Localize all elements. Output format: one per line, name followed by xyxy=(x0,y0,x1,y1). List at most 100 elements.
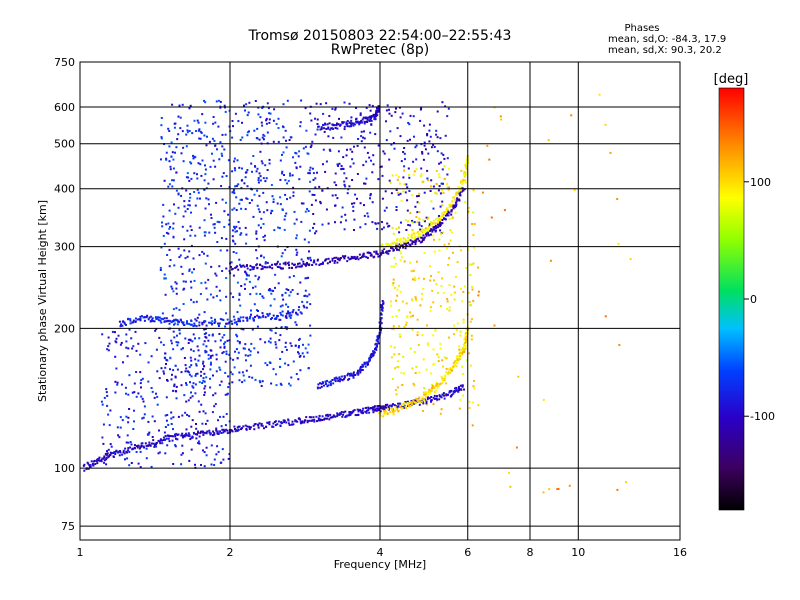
echo-point xyxy=(249,264,252,267)
echo-point xyxy=(375,343,378,346)
echo-point xyxy=(305,129,308,132)
echo-point xyxy=(320,385,323,388)
echo-point xyxy=(103,461,105,464)
echo-point xyxy=(261,107,264,109)
echo-point xyxy=(266,313,269,316)
echo-point xyxy=(297,378,300,381)
echo-point xyxy=(163,242,166,245)
echo-point xyxy=(455,328,458,331)
echo-point xyxy=(190,448,193,451)
echo-point xyxy=(298,417,301,420)
echo-point xyxy=(314,133,317,136)
echo-point xyxy=(446,186,449,189)
echo-point xyxy=(452,365,455,368)
echo-point xyxy=(208,431,211,434)
echo-point xyxy=(435,133,438,136)
echo-point xyxy=(457,359,460,362)
echo-point xyxy=(363,122,366,125)
echo-point xyxy=(225,350,228,353)
echo-point xyxy=(236,159,239,162)
echo-point xyxy=(246,185,249,188)
echo-point xyxy=(446,157,449,160)
echo-point xyxy=(379,329,382,332)
echo-point xyxy=(373,117,376,120)
echo-point xyxy=(284,341,287,344)
echo-point xyxy=(147,433,149,436)
echo-point xyxy=(164,293,167,296)
echo-point xyxy=(448,211,451,214)
echo-point xyxy=(289,314,292,317)
echo-point xyxy=(193,268,195,271)
echo-point xyxy=(219,339,222,342)
echo-point xyxy=(299,418,301,421)
echo-point xyxy=(205,332,208,335)
echo-point xyxy=(377,342,380,345)
echo-point xyxy=(250,162,253,165)
echo-point xyxy=(206,430,209,433)
echo-point xyxy=(363,255,366,258)
echo-point xyxy=(369,357,371,360)
echo-point xyxy=(396,386,399,389)
echo-point xyxy=(253,193,256,196)
echo-point xyxy=(232,239,234,242)
echo-point xyxy=(166,444,169,447)
echo-point xyxy=(281,304,284,307)
echo-point xyxy=(225,295,228,298)
echo-point xyxy=(381,244,384,247)
echo-point xyxy=(457,355,460,358)
echo-point xyxy=(297,352,300,355)
echo-point xyxy=(236,357,239,360)
echo-point xyxy=(279,311,282,314)
echo-point xyxy=(142,445,145,448)
echo-point xyxy=(359,226,362,229)
echo-point xyxy=(376,345,378,347)
echo-point xyxy=(445,207,448,210)
echo-point xyxy=(145,457,148,460)
echo-point xyxy=(188,322,191,325)
echo-point xyxy=(206,135,208,138)
echo-point xyxy=(332,382,335,385)
echo-point xyxy=(331,107,334,110)
echo-point xyxy=(180,453,183,456)
echo-point xyxy=(262,191,265,194)
echo-point xyxy=(275,123,278,125)
echo-point xyxy=(316,123,319,125)
echo-point xyxy=(447,214,450,217)
echo-point xyxy=(427,216,430,219)
echo-point xyxy=(411,194,413,197)
echo-point xyxy=(398,333,401,336)
echo-point xyxy=(177,133,180,136)
echo-point xyxy=(279,334,282,337)
echo-point xyxy=(423,231,426,234)
echo-point xyxy=(370,253,373,256)
echo-point xyxy=(490,216,493,219)
echo-point xyxy=(129,446,132,449)
echo-point xyxy=(406,209,409,212)
echo-point xyxy=(212,430,215,433)
echo-point xyxy=(264,262,267,265)
echo-point xyxy=(447,336,450,339)
echo-point xyxy=(159,269,162,271)
echo-point xyxy=(464,336,467,339)
echo-point xyxy=(215,427,218,430)
echo-point xyxy=(247,354,250,357)
echo-point xyxy=(127,317,130,320)
echo-point xyxy=(187,370,189,373)
echo-point xyxy=(374,409,377,412)
echo-point xyxy=(193,279,196,282)
echo-point xyxy=(203,234,206,237)
echo-point xyxy=(421,152,424,155)
echo-point xyxy=(463,338,466,341)
echo-point xyxy=(380,405,383,408)
echo-point xyxy=(379,406,382,409)
echo-point xyxy=(280,267,283,270)
echo-point xyxy=(225,413,228,415)
echo-point xyxy=(203,231,206,234)
echo-point xyxy=(458,407,461,410)
echo-point xyxy=(203,451,206,454)
echo-point xyxy=(203,365,206,368)
echo-point xyxy=(436,395,438,398)
echo-point xyxy=(402,240,405,243)
echo-point xyxy=(183,324,186,326)
echo-point xyxy=(155,328,158,330)
